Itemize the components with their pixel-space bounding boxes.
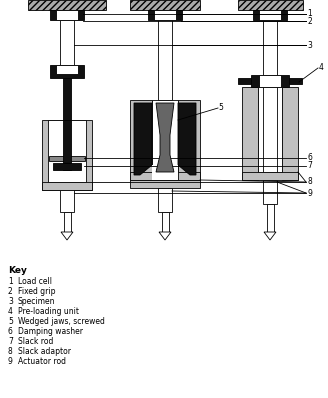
Bar [267, 204, 274, 232]
Text: 9: 9 [307, 189, 312, 197]
Bar [158, 188, 172, 212]
Bar [42, 182, 92, 190]
Bar [148, 10, 182, 20]
Text: 5: 5 [8, 317, 13, 326]
Polygon shape [264, 232, 276, 240]
Bar [162, 212, 169, 232]
Polygon shape [134, 103, 152, 175]
Bar [258, 87, 282, 172]
Bar [282, 87, 298, 180]
Bar [263, 180, 277, 204]
Text: 7: 7 [8, 337, 13, 346]
Bar [50, 10, 84, 20]
Bar [53, 163, 81, 170]
Bar [263, 87, 277, 172]
Bar [154, 10, 176, 20]
Bar [238, 78, 251, 84]
Text: Slack adaptor: Slack adaptor [18, 347, 71, 356]
Bar [259, 10, 281, 20]
Bar [263, 20, 277, 75]
Bar [259, 75, 281, 87]
Text: 4: 4 [319, 64, 324, 72]
Text: 1: 1 [307, 10, 312, 18]
Text: Actuator rod: Actuator rod [18, 357, 66, 366]
Bar [60, 190, 74, 212]
Text: Key: Key [8, 266, 27, 275]
Text: Load cell: Load cell [18, 277, 52, 286]
Bar [130, 172, 200, 180]
Bar [152, 165, 178, 180]
Text: 3: 3 [8, 297, 13, 306]
Bar [130, 0, 200, 10]
Text: 1: 1 [8, 277, 13, 286]
Text: Slack rod: Slack rod [18, 337, 53, 346]
Bar [158, 20, 172, 100]
Bar [152, 100, 178, 180]
Bar [56, 10, 78, 20]
Text: Pre-loading unit: Pre-loading unit [18, 307, 79, 316]
Bar [63, 120, 71, 170]
Bar [251, 75, 289, 87]
Text: 2: 2 [307, 16, 312, 25]
Bar [289, 78, 302, 84]
Bar [130, 180, 200, 188]
Bar [253, 10, 287, 20]
Text: Wedged jaws, screwed: Wedged jaws, screwed [18, 317, 105, 326]
Text: Damping washer: Damping washer [18, 327, 83, 336]
Text: Fixed grip: Fixed grip [18, 287, 55, 296]
Bar [56, 65, 78, 74]
Bar [63, 78, 71, 120]
Bar [130, 100, 152, 180]
Text: 2: 2 [8, 287, 13, 296]
Text: 7: 7 [307, 162, 312, 170]
Bar [48, 120, 86, 182]
Text: 8: 8 [8, 347, 13, 356]
Polygon shape [178, 103, 196, 175]
Text: 4: 4 [8, 307, 13, 316]
Bar [238, 0, 303, 10]
Bar [178, 100, 200, 180]
Bar [28, 0, 106, 10]
Text: 8: 8 [307, 178, 312, 187]
Text: Specimen: Specimen [18, 297, 55, 306]
Text: 3: 3 [307, 41, 312, 49]
Bar [64, 212, 71, 232]
Bar [60, 20, 74, 65]
Text: 9: 9 [8, 357, 13, 366]
Bar [242, 87, 258, 180]
Bar [49, 156, 85, 161]
Polygon shape [61, 232, 73, 240]
Text: 5: 5 [218, 103, 223, 113]
Text: 6: 6 [307, 154, 312, 162]
Bar [242, 172, 298, 180]
Text: 6: 6 [8, 327, 13, 336]
Bar [42, 120, 92, 190]
Bar [50, 65, 84, 78]
Polygon shape [156, 103, 174, 172]
Polygon shape [159, 232, 171, 240]
